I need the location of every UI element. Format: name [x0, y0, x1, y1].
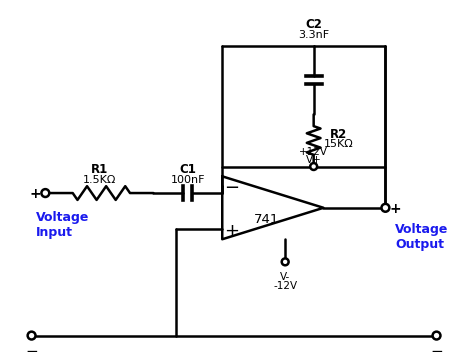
Text: +: +: [30, 187, 41, 201]
Text: +: +: [390, 202, 401, 216]
Text: −: −: [225, 179, 240, 197]
Circle shape: [433, 332, 440, 339]
Circle shape: [282, 259, 288, 265]
Text: +12V: +12V: [299, 147, 328, 157]
Text: R1: R1: [91, 163, 108, 176]
Text: +: +: [225, 222, 239, 240]
Text: C2: C2: [305, 18, 322, 31]
Text: 1.5KΩ: 1.5KΩ: [82, 175, 116, 185]
Text: Voltage
Input: Voltage Input: [36, 211, 89, 239]
Text: −: −: [430, 344, 443, 359]
Text: R2: R2: [329, 128, 347, 141]
Text: C1: C1: [180, 163, 196, 176]
Text: 15KΩ: 15KΩ: [323, 139, 353, 149]
Text: V+: V+: [306, 155, 321, 165]
Text: 100nF: 100nF: [171, 175, 205, 185]
Circle shape: [42, 190, 49, 197]
Text: Voltage
Output: Voltage Output: [395, 222, 448, 250]
Circle shape: [382, 204, 389, 211]
Text: −: −: [25, 344, 38, 359]
Text: 741: 741: [254, 213, 279, 226]
Text: 3.3nF: 3.3nF: [298, 30, 329, 40]
Text: -12V: -12V: [273, 281, 297, 290]
Circle shape: [28, 332, 35, 339]
Circle shape: [311, 163, 317, 170]
Text: V-: V-: [280, 272, 290, 282]
